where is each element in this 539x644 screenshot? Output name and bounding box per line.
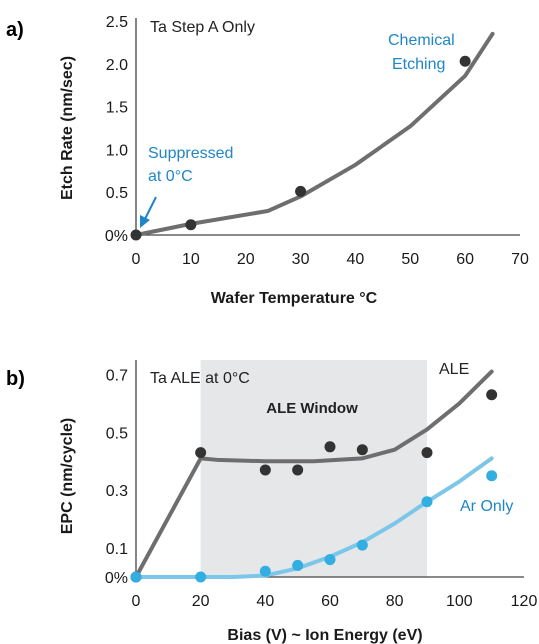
panel-b-y-tick-label: 0.7 — [106, 367, 128, 384]
panel-b-ticks: 0 20 40 60 80 100 120 0% 0.1 0.3 0.5 0.7 — [105, 367, 538, 610]
ale-data-point — [324, 441, 336, 453]
panel-a-label: a) — [6, 19, 24, 41]
ar-only-data-point — [259, 565, 271, 577]
suppressed-callout-line2: at 0°C — [148, 168, 193, 185]
panel-a-x-tick-label: 0 — [132, 251, 141, 268]
panel-a-trend-line — [134, 31, 495, 237]
panel-a-y-tick-label: 0.5 — [106, 185, 128, 202]
panel-b-y-axis-title: EPC (nm/cycle) — [59, 418, 76, 534]
panel-b-x-tick-label: 0 — [132, 593, 141, 610]
panel-b-label: b) — [6, 368, 25, 390]
ale-data-point — [486, 389, 498, 401]
ale-window-band — [200, 360, 427, 577]
panel-a-data-point — [459, 55, 471, 67]
ale-data-point — [356, 444, 368, 456]
chemical-etching-callout-line2: Etching — [392, 56, 445, 73]
panel-a-y-tick-label: 1.0 — [106, 142, 128, 159]
ale-data-point — [259, 464, 271, 476]
chemical-etching-callout-line1: Chemical — [388, 32, 455, 49]
panel-b-x-tick-label: 100 — [446, 593, 473, 610]
panel-a-x-tick-label: 10 — [182, 251, 200, 268]
panel-b-x-tick-label: 120 — [511, 593, 538, 610]
panel-b-y-tick-label: 0.3 — [106, 483, 128, 500]
panel-a-y-tick-label: 2.5 — [106, 14, 128, 31]
ar-only-data-point — [356, 539, 368, 551]
ar-only-trend-line — [134, 456, 494, 579]
panel-a-x-tick-label: 70 — [511, 251, 529, 268]
panel-a-x-tick-label: 40 — [347, 251, 365, 268]
panel-a-ticks: 0 10 20 30 40 50 60 70 0% 0.5 1.0 1.5 2.0 2.5 — [105, 14, 529, 268]
panel-b-annotation: Ta ALE at 0°C — [150, 370, 250, 387]
panel-b-x-tick-label: 40 — [256, 593, 274, 610]
panel-a-y-tick-label: 0% — [105, 228, 128, 245]
panel-b-x-tick-label: 60 — [321, 593, 339, 610]
ar-only-data-point — [292, 559, 304, 571]
panel-a-points — [130, 55, 471, 241]
panel-a-x-tick-label: 30 — [292, 251, 310, 268]
panel-a-x-tick-label: 60 — [456, 251, 474, 268]
ale-data-point — [421, 447, 433, 459]
ar-only-data-point — [421, 496, 433, 508]
ar-only-data-point — [324, 554, 336, 566]
panel-b-x-tick-label: 20 — [192, 593, 210, 610]
panel-b-y-tick-label: 0.5 — [106, 425, 128, 442]
ale-trend-line — [134, 369, 494, 579]
suppressed-callout-line1: Suppressed — [148, 145, 233, 162]
ar-only-data-point — [195, 571, 207, 583]
panel-a-data-point — [130, 229, 142, 241]
ale-window-label: ALE Window — [266, 400, 358, 417]
panel-a-y-tick-label: 1.5 — [106, 100, 128, 117]
panel-a-annotation: Ta Step A Only — [150, 19, 255, 36]
ar-only-series-label: Ar Only — [460, 498, 513, 515]
suppressed-arrow — [140, 196, 157, 228]
panel-b-x-axis-title: Bias (V) ~ Ion Energy (eV) — [227, 627, 422, 644]
panel-b: b) 0 20 40 60 80 100 120 0% 0.1 0.3 0.5 0.7 Ta ALE … — [6, 360, 537, 644]
ale-series-label: ALE — [439, 361, 469, 378]
panel-b-x-tick-label: 80 — [386, 593, 404, 610]
panel-a-y-axis-title: Etch Rate (nm/sec) — [59, 56, 76, 200]
ale-data-point — [292, 464, 304, 476]
panel-a: a) 0 10 20 30 40 50 60 70 0% 0.5 1.0 1.5 2.0 2.5 Ta S… — [6, 14, 529, 307]
panel-b-y-tick-label: 0.1 — [106, 541, 128, 558]
panel-a-data-point — [185, 219, 197, 231]
ar-only-data-point — [486, 470, 498, 482]
ale-data-point — [195, 447, 207, 459]
panel-a-x-tick-label: 20 — [237, 251, 255, 268]
panel-b-y-tick-label: 0% — [105, 570, 128, 587]
panel-a-x-axis-title: Wafer Temperature °C — [211, 290, 378, 307]
panel-a-data-point — [295, 185, 307, 197]
ar-only-data-point — [130, 571, 142, 583]
panel-b-points — [130, 389, 498, 583]
panel-a-y-tick-label: 2.0 — [106, 57, 128, 74]
panel-a-x-tick-label: 50 — [401, 251, 419, 268]
